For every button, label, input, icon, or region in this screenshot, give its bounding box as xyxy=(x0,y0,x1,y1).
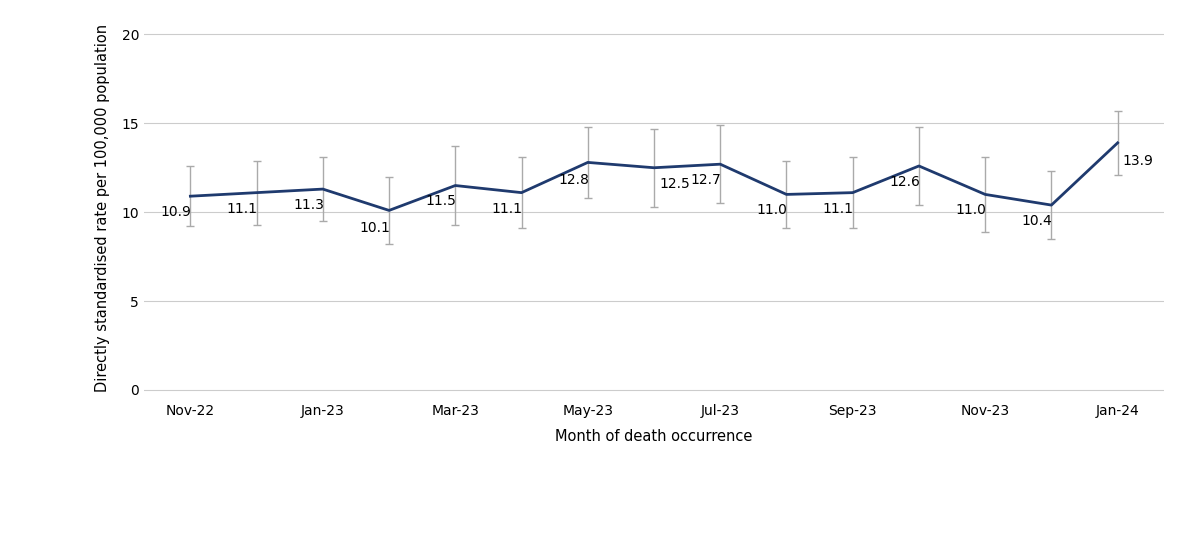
Text: 13.9: 13.9 xyxy=(1123,153,1154,167)
Text: 11.1: 11.1 xyxy=(492,202,523,216)
X-axis label: Month of death occurrence: Month of death occurrence xyxy=(556,429,752,444)
Text: 11.3: 11.3 xyxy=(293,198,324,212)
Text: 11.5: 11.5 xyxy=(426,194,456,208)
Text: 11.1: 11.1 xyxy=(823,202,854,216)
Text: 10.1: 10.1 xyxy=(359,221,390,235)
Text: 11.1: 11.1 xyxy=(227,202,258,216)
Text: 11.0: 11.0 xyxy=(757,203,787,217)
Text: 12.5: 12.5 xyxy=(659,177,690,191)
Text: 12.6: 12.6 xyxy=(889,175,920,189)
Text: 12.7: 12.7 xyxy=(690,173,721,187)
Y-axis label: Directly standardised rate per 100,000 population: Directly standardised rate per 100,000 p… xyxy=(96,24,110,392)
Text: 12.8: 12.8 xyxy=(558,173,589,187)
Text: 10.4: 10.4 xyxy=(1021,214,1052,228)
Text: 10.9: 10.9 xyxy=(161,205,192,219)
Text: 11.0: 11.0 xyxy=(955,203,986,217)
